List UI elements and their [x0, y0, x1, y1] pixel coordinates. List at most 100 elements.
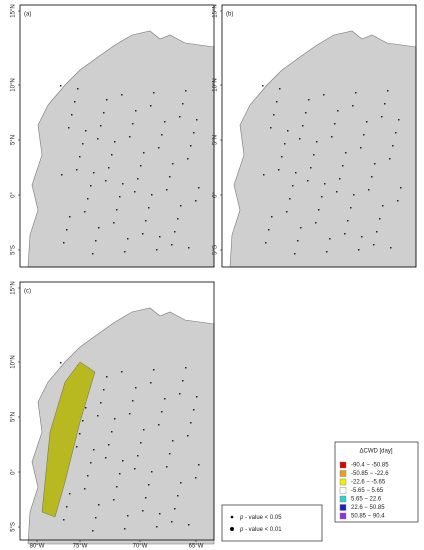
cell-dot — [95, 240, 97, 242]
lat-label: 5°N — [11, 135, 17, 145]
cell-dot — [93, 172, 95, 174]
cell-dot — [310, 167, 312, 169]
significance-dot — [230, 527, 234, 531]
cell-dot — [363, 134, 365, 136]
cell-dot — [279, 88, 281, 90]
significant-region — [41, 361, 96, 518]
cell-dot — [315, 222, 317, 224]
significance-label: p - value < 0.01 — [239, 527, 282, 533]
cell-dot — [366, 121, 368, 123]
cell-dot — [119, 473, 121, 475]
cell-dot — [66, 506, 68, 508]
cell-dot — [132, 400, 134, 402]
legend-label: 22.6 − 50.85 — [351, 505, 385, 511]
cell-dot — [336, 191, 338, 193]
cell-dot — [188, 247, 190, 249]
cell-dot — [161, 411, 163, 413]
cell-dot — [111, 431, 113, 433]
cell-dot — [161, 134, 163, 136]
cell-dot — [193, 409, 195, 411]
cell-dot — [400, 187, 402, 189]
lat-label: 0° — [11, 469, 17, 475]
cell-dot — [82, 420, 84, 422]
lat-label: 15°N — [11, 4, 17, 17]
cell-dot — [287, 130, 289, 132]
cell-dot — [159, 236, 161, 238]
cell-dot — [98, 504, 100, 506]
lat-label: 10°N — [11, 78, 17, 91]
cell-dot — [108, 444, 110, 446]
p-text: - value < 0.01 — [243, 527, 282, 533]
significance-label: p - value < 0.05 — [239, 515, 282, 521]
cell-dot — [371, 176, 373, 178]
cell-dot — [262, 85, 264, 87]
legend-swatch — [339, 504, 347, 511]
cell-dot — [143, 152, 145, 154]
cell-dot — [193, 132, 195, 134]
cell-dot — [132, 123, 134, 125]
cell-dot — [97, 415, 99, 417]
significance-dot — [230, 515, 234, 519]
cell-dot — [124, 251, 126, 253]
cell-dot — [76, 446, 78, 448]
cell-dot — [148, 207, 150, 209]
cell-dot — [177, 218, 179, 220]
legend-label: -5.65 − 5.65 — [351, 488, 384, 494]
cell-dot — [158, 424, 160, 426]
lat-label: 10°N — [213, 78, 219, 91]
cell-dot — [122, 183, 124, 185]
cell-dot — [278, 169, 280, 171]
cell-dot — [95, 517, 97, 519]
cell-dot — [92, 530, 94, 532]
cell-dot — [198, 464, 200, 466]
cell-dot — [140, 442, 142, 444]
panel-frame — [221, 4, 417, 268]
cell-dot — [270, 127, 272, 129]
cell-dot — [326, 251, 328, 253]
cell-dot — [90, 185, 92, 187]
cell-dot — [337, 110, 339, 112]
lat-label: 0° — [11, 192, 17, 198]
cell-dot — [148, 484, 150, 486]
cell-dot — [76, 169, 78, 171]
cell-dot — [182, 103, 184, 105]
legend-label: -50.85 − -22.6 — [351, 471, 389, 477]
cell-dot — [281, 156, 283, 158]
cell-dot — [150, 105, 152, 107]
lat-label: 5°S — [11, 245, 17, 255]
cell-dot — [105, 180, 107, 182]
cell-dot — [268, 229, 270, 231]
cell-dot — [153, 369, 155, 371]
cell-dot — [77, 88, 79, 90]
cell-dot — [84, 488, 86, 490]
cell-dot — [313, 154, 315, 156]
cell-dot — [185, 90, 187, 92]
cell-dot — [97, 138, 99, 140]
cell-dot — [79, 156, 81, 158]
lon-label: 70°W — [133, 544, 148, 550]
cell-dot — [273, 114, 275, 116]
lat-label: 10°N — [11, 355, 17, 368]
cell-dot — [195, 200, 197, 202]
cell-dot — [111, 154, 113, 156]
cell-dot — [84, 211, 86, 213]
cell-dot — [286, 211, 288, 213]
panel-frame — [19, 4, 215, 268]
cell-dot — [82, 143, 84, 145]
legend-box — [334, 441, 419, 523]
cell-dot — [387, 90, 389, 92]
cell-dot — [92, 253, 94, 255]
cell-dot — [145, 497, 147, 499]
panel-label: (c) — [24, 289, 31, 295]
legend-label: 5.65 − 22.6 — [351, 497, 382, 503]
cell-dot — [127, 515, 129, 517]
cell-dot — [302, 125, 304, 127]
cell-dot — [140, 165, 142, 167]
cell-dot — [384, 103, 386, 105]
lon-label: 80°W — [30, 544, 45, 550]
cell-dot — [374, 163, 376, 165]
cell-dot — [195, 477, 197, 479]
cell-dot — [358, 249, 360, 251]
cell-dot — [69, 216, 71, 218]
lat-label: 0° — [213, 192, 219, 198]
